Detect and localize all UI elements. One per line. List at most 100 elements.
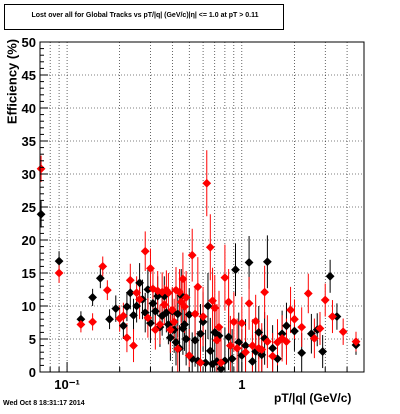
data-point: [268, 351, 278, 361]
data-point: [237, 318, 247, 328]
data-point: [95, 273, 105, 283]
data-point: [125, 288, 135, 298]
y-tick-label: 5: [29, 332, 36, 347]
data-point: [165, 325, 175, 335]
data-point: [196, 358, 205, 368]
data-point: [210, 303, 220, 313]
axis-ticks: 0 5 10 15 20 25 30 35 40 45 50 10⁻¹ 1: [22, 35, 365, 392]
timestamp-footer: Wed Oct 8 18:31:17 2014: [3, 400, 85, 407]
data-point: [132, 301, 142, 311]
data-markers: [36, 164, 361, 374]
title-box: Lost over all for Global Tracks vs pT/|q…: [4, 4, 284, 30]
data-point: [282, 337, 291, 347]
data-point: [332, 312, 342, 321]
data-point: [224, 297, 234, 307]
data-point: [122, 302, 132, 312]
data-point: [320, 295, 330, 305]
data-point: [140, 246, 150, 256]
data-point: [180, 302, 189, 312]
data-point: [118, 311, 128, 321]
data-point: [260, 287, 270, 297]
data-point: [173, 344, 183, 354]
data-point: [214, 322, 224, 332]
y-tick-label: 10: [22, 299, 36, 314]
data-point: [146, 263, 155, 273]
data-point: [237, 351, 247, 360]
data-point: [88, 317, 98, 327]
data-point: [303, 289, 313, 298]
data-point: [277, 329, 287, 339]
data-point: [193, 282, 203, 292]
data-point: [231, 265, 240, 275]
y-tick-label: 40: [22, 101, 36, 116]
data-point: [181, 293, 191, 302]
data-point: [254, 328, 264, 337]
data-point: [216, 364, 226, 374]
x-axis-label: pT/|q| (GeV/c): [274, 391, 352, 405]
y-tick-label: 25: [22, 200, 36, 215]
data-point: [257, 345, 267, 354]
data-point: [36, 209, 46, 219]
data-point: [171, 337, 181, 347]
data-point: [205, 346, 215, 356]
data-point: [167, 305, 177, 315]
data-point: [220, 273, 230, 283]
data-point: [203, 301, 213, 311]
data-point: [184, 310, 194, 319]
data-point: [290, 314, 299, 324]
data-point: [98, 262, 108, 271]
data-point: [325, 271, 335, 281]
data-point: [248, 357, 257, 366]
data-point: [216, 358, 226, 368]
data-point: [54, 268, 64, 278]
data-point: [76, 320, 86, 329]
data-point: [190, 335, 200, 345]
data-point: [234, 337, 244, 347]
data-point: [54, 256, 64, 266]
data-point: [135, 295, 144, 304]
y-tick-label: 50: [22, 35, 36, 50]
data-point: [187, 250, 197, 260]
data-point: [76, 314, 86, 324]
data-point: [143, 313, 153, 323]
y-tick-label: 30: [22, 167, 36, 182]
data-point: [125, 275, 135, 285]
data-point: [184, 351, 194, 360]
data-point: [122, 333, 132, 343]
data-point: [102, 285, 112, 295]
y-tick-label: 35: [22, 134, 36, 149]
data-point: [175, 287, 184, 297]
data-point: [212, 357, 222, 366]
data-point: [315, 324, 325, 333]
data-point: [268, 343, 278, 353]
data-point: [178, 274, 188, 284]
data-point: [262, 337, 272, 347]
y-tick-label: 0: [29, 365, 36, 380]
data-point: [180, 320, 189, 329]
data-point: [111, 304, 121, 314]
data-point: [173, 309, 183, 319]
data-point: [297, 322, 307, 332]
data-point: [169, 317, 179, 327]
data-point: [201, 358, 210, 368]
data-point: [118, 321, 128, 331]
data-point: [155, 320, 165, 329]
data-point: [129, 310, 138, 320]
data-point: [190, 309, 200, 319]
data-point: [202, 178, 212, 188]
data-point: [132, 288, 142, 298]
data-point: [229, 317, 239, 327]
x-tick-label: 1: [238, 377, 245, 392]
data-point: [198, 312, 208, 321]
data-point: [318, 347, 328, 356]
data-point: [148, 298, 158, 308]
data-point: [150, 306, 160, 316]
data-point: [208, 296, 217, 306]
data-point: [262, 257, 272, 267]
y-axis-label: Efficiency (%): [4, 38, 20, 125]
data-point: [309, 333, 319, 343]
data-point: [225, 341, 235, 350]
data-point: [251, 316, 261, 326]
data-point: [150, 325, 160, 335]
